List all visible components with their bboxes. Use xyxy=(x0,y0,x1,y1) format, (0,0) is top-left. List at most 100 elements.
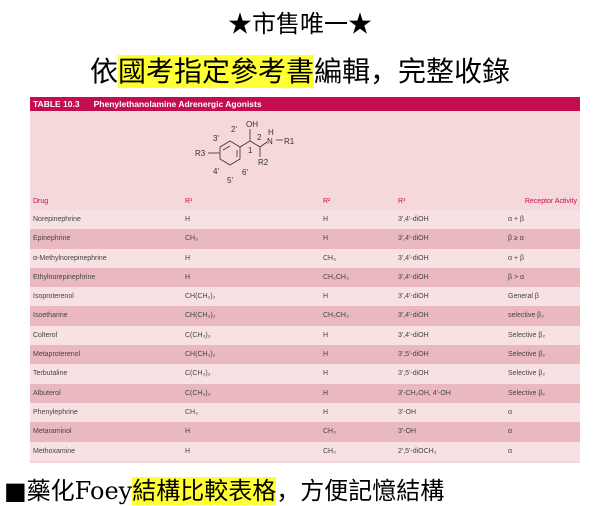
label-n: N xyxy=(267,137,273,146)
table-title: Phenylethanolamine Adrenergic Agonists xyxy=(93,99,262,109)
cell-r1: H xyxy=(185,216,191,223)
cell-receptor-activity: α + β xyxy=(508,216,525,223)
header-r3: R³ xyxy=(398,198,406,205)
cell-r3: 3',4'-diOH xyxy=(398,254,429,262)
cell-r2: CH₃ xyxy=(323,447,336,455)
table-row: Phenylephrine CH₃ H 3'-OH α xyxy=(30,402,580,423)
footer-post: ，方便記憶結構 xyxy=(276,477,445,505)
subtitle-highlight: 國考指定參考書 xyxy=(117,55,314,88)
cell-r1: H xyxy=(185,428,191,436)
label-2: 2 xyxy=(257,133,262,142)
cell-r3: 3',4'-diOH xyxy=(398,312,429,320)
cell-drug: Metaproterenol xyxy=(33,351,81,359)
cell-r1: CH(CH₃)₂ xyxy=(185,351,216,359)
cell-r2: H xyxy=(323,351,329,359)
cell-r2: H xyxy=(323,293,329,301)
cell-r2: H xyxy=(323,331,329,339)
agonist-table: TABLE 10.3 Phenylethanolamine Adrenergic … xyxy=(30,97,580,463)
cell-r3: 3',4'-diOH xyxy=(398,273,429,281)
subtitle-pre: 依 xyxy=(89,55,118,88)
cell-receptor-activity: selective β₂ xyxy=(508,312,544,320)
header-drug: Drug xyxy=(33,198,49,205)
label-3p: 3' xyxy=(213,134,219,143)
label-5p: 5' xyxy=(227,176,233,185)
column-headers: Drug R¹ R² R³ Receptor Activity xyxy=(30,195,580,209)
label-6p: 6' xyxy=(242,168,248,177)
cell-receptor-activity: Selective β₂ xyxy=(508,331,546,339)
cell-r1: C(CH₃)₃ xyxy=(185,331,211,339)
label-1: 1 xyxy=(248,146,253,155)
cell-r2: CH₃ xyxy=(323,428,336,436)
label-r1: R1 xyxy=(284,137,295,146)
table-row: Norepinephrine H H 3',4'-diOH α + β xyxy=(30,210,580,230)
cell-r3: 3'-OH xyxy=(398,428,417,436)
cell-receptor-activity: α xyxy=(508,428,513,436)
cell-r3: 3'-OH xyxy=(398,408,417,416)
cell-receptor-activity: β > α xyxy=(508,273,525,281)
promo-subtitle: 依國考指定參考書編輯，完整收錄 xyxy=(0,50,600,90)
cell-r2: H xyxy=(323,216,329,223)
table-row: Albuterol C(CH₃)₃ H 3'-CH₂OH, 4'-OH Selectiv… xyxy=(30,383,580,403)
subtitle-post: 編輯，完整收錄 xyxy=(314,55,511,88)
cell-drug: Terbutaline xyxy=(33,370,68,378)
label-4p: 4' xyxy=(213,167,219,176)
cell-r2: H xyxy=(323,389,329,397)
table-row: Terbutaline C(CH₃)₃ H 3',5'-diOH Selective β… xyxy=(30,364,580,384)
cell-drug: Albuterol xyxy=(33,389,61,397)
label-r2: R2 xyxy=(258,158,269,167)
cell-r3: 3',4'-diOH xyxy=(398,331,429,339)
cell-r2: H xyxy=(323,235,329,243)
cell-drug: α-Methylnorepinephrine xyxy=(33,254,107,262)
cell-drug: Colterol xyxy=(33,331,58,339)
cell-drug: Norepinephrine xyxy=(33,216,81,223)
cell-receptor-activity: α xyxy=(508,408,513,416)
cell-r1: CH₃ xyxy=(185,408,198,416)
footer-text: ■藥化Foey結構比較表格，方便記憶結構 xyxy=(4,471,444,506)
table-body: Norepinephrine H H 3',4'-diOH α + β Epinephri… xyxy=(30,210,580,461)
table-row: Metaproterenol CH(CH₃)₂ H 3',5'-diOH Selecti… xyxy=(30,345,580,365)
cell-receptor-activity: α xyxy=(508,447,513,455)
header-r2: R² xyxy=(323,198,331,205)
cell-r3: 3',4'-diOH xyxy=(398,235,429,243)
footer-highlight: 結構比較表格 xyxy=(132,477,277,505)
cell-r2: H xyxy=(323,408,329,416)
cell-r2: CH₃ xyxy=(323,254,336,262)
cell-r3: 3',4'-diOH xyxy=(398,216,429,223)
cell-r3: 3',5'-diOH xyxy=(398,351,429,359)
cell-drug: Methoxamine xyxy=(33,447,76,455)
cell-r2: H xyxy=(323,370,329,378)
cell-r1: H xyxy=(185,273,191,281)
cell-drug: Phenylephrine xyxy=(33,408,78,416)
table-row: Ethylnorepinephrine H CH₂CH₃ 3',4'-diOH β > … xyxy=(30,267,580,288)
cell-drug: Isoetharine xyxy=(33,312,68,320)
cell-r1: C(CH₃)₃ xyxy=(185,370,211,378)
header-receptor-activity: Receptor Activity xyxy=(524,198,577,205)
cell-receptor-activity: General β xyxy=(508,293,539,301)
table-row: Metaraminol H CH₃ 3'-OH α xyxy=(30,422,580,442)
chemical-structure: OH H N R1 R2 R3 1 2 2' 3' 4' 5' 6' xyxy=(195,120,295,185)
cell-drug: Isoproterenol xyxy=(33,293,74,301)
cell-r3: 3',4'-diOH xyxy=(398,293,429,301)
table-row: Methoxamine H CH₃ 2',5'-diOCH₃ α xyxy=(30,441,580,461)
cell-r1: CH₃ xyxy=(185,235,198,243)
label-h: H xyxy=(268,128,274,137)
cell-r1: H xyxy=(185,254,191,262)
table-title-bar: TABLE 10.3 Phenylethanolamine Adrenergic … xyxy=(30,97,580,111)
cell-r2: CH₂CH₃ xyxy=(323,312,349,320)
table-row: Isoproterenol CH(CH₃)₂ H 3',4'-diOH General … xyxy=(30,287,580,307)
label-2p: 2' xyxy=(231,125,237,134)
footer-pre: ■藥化Foey xyxy=(4,477,133,505)
header-r1: R¹ xyxy=(185,198,193,205)
cell-drug: Metaraminol xyxy=(33,428,72,436)
cell-r2: CH₂CH₃ xyxy=(323,273,349,281)
cell-drug: Ethylnorepinephrine xyxy=(33,273,96,281)
table-row: Colterol C(CH₃)₃ H 3',4'-diOH Selective β₂ xyxy=(30,325,580,346)
cell-receptor-activity: Selective β₂ xyxy=(508,351,546,359)
cell-r3: 3'-CH₂OH, 4'-OH xyxy=(398,389,451,397)
cell-r1: H xyxy=(185,447,191,455)
table-row: Isoetharine CH(CH₃)₂ CH₂CH₃ 3',4'-diOH selec… xyxy=(30,306,580,326)
cell-receptor-activity: β ≥ α xyxy=(508,235,524,243)
table-label: TABLE 10.3 xyxy=(33,99,80,109)
cell-r3: 3',5'-diOH xyxy=(398,370,429,378)
cell-receptor-activity: Selective β₂ xyxy=(508,389,546,397)
